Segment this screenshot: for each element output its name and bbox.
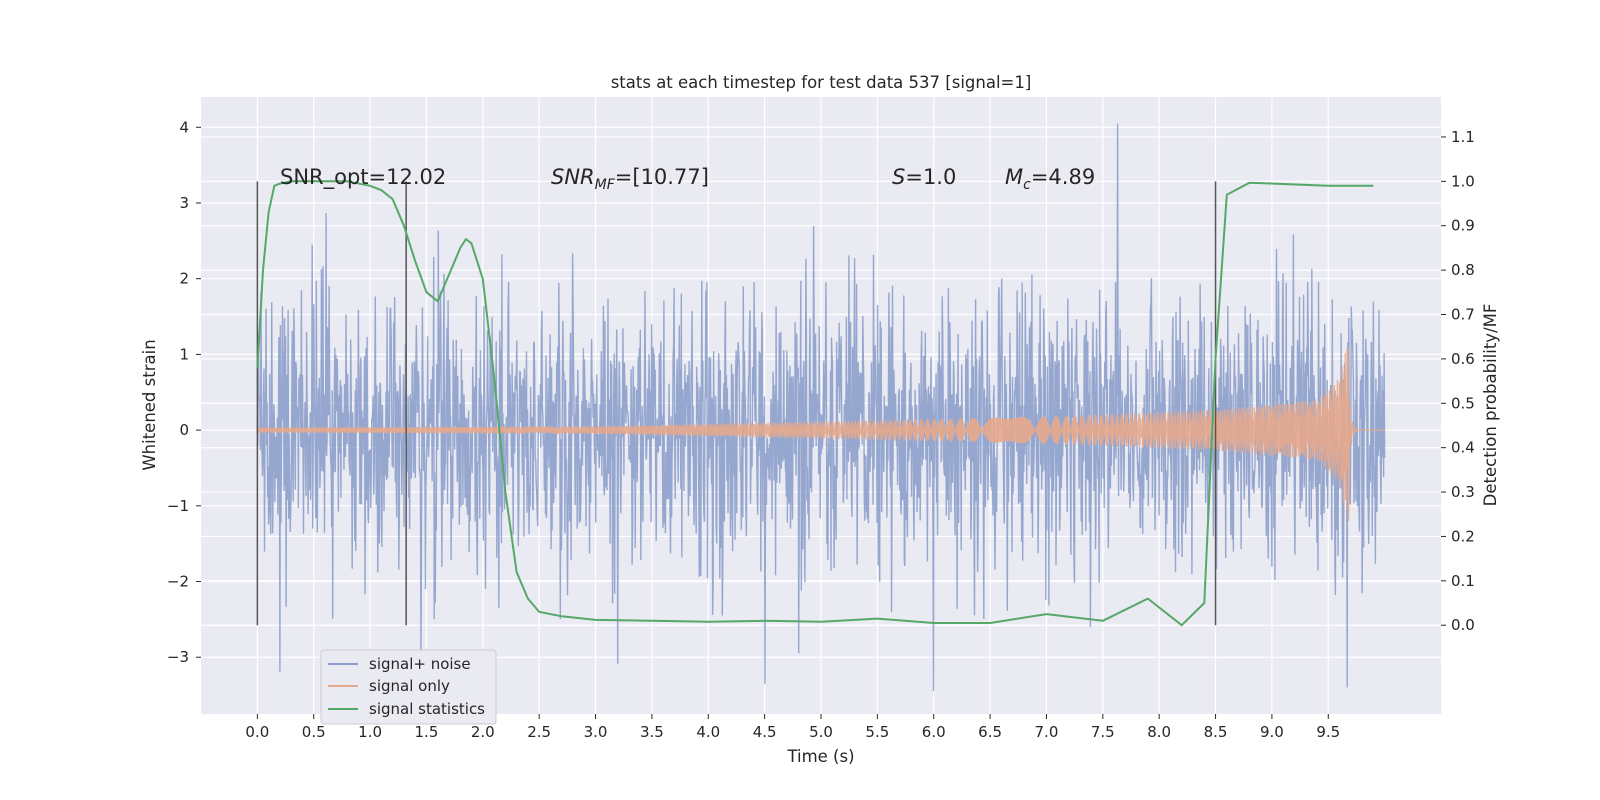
y2-axis-label: Detection probability/MF xyxy=(1481,304,1500,507)
x-tick-label: 3.5 xyxy=(640,723,664,741)
s-symbol: S xyxy=(892,165,905,189)
x-tick-label: 6.0 xyxy=(922,723,946,741)
annotation-snr-mf: SNRMF=[10.77] xyxy=(551,165,709,193)
y2-tick-label: 1.1 xyxy=(1451,128,1475,146)
x-tick-label: 0.0 xyxy=(245,723,269,741)
x-tick-label: 9.5 xyxy=(1316,723,1340,741)
s-value: =1.0 xyxy=(905,165,956,189)
y-tick-label: 1 xyxy=(179,345,189,363)
y2-tick-label: 0.0 xyxy=(1451,616,1475,634)
y-tick-label: 2 xyxy=(179,270,189,288)
x-tick-label: 5.5 xyxy=(865,723,889,741)
x-tick-label: 6.5 xyxy=(978,723,1002,741)
chart-title: stats at each timestep for test data 537… xyxy=(611,73,1032,92)
x-tick-label: 8.0 xyxy=(1147,723,1171,741)
x-tick-label: 1.5 xyxy=(415,723,439,741)
x-tick-label: 1.0 xyxy=(358,723,382,741)
snr-mf-value: =[10.77] xyxy=(615,165,709,189)
ticks: 0.0 0.5 1.0 1.5 2.0 2.5 3.0 3.5 4.0 4.5 5.0 5.5 6.0 6… xyxy=(167,118,1475,741)
x-tick-label: 9.0 xyxy=(1260,723,1284,741)
x-axis-label: Time (s) xyxy=(786,747,854,766)
legend-box xyxy=(320,649,497,725)
statistics-line xyxy=(256,180,1374,627)
annotation-s: S=1.0 xyxy=(892,165,956,189)
signal-only-line xyxy=(256,347,1385,522)
x-tick-label: 7.5 xyxy=(1091,723,1115,741)
y-tick-label: 0 xyxy=(179,421,189,439)
annotation-mc: Mc=4.89 xyxy=(1005,165,1095,193)
y2-tick-label: 0.7 xyxy=(1451,306,1475,324)
x-tick-label: 8.5 xyxy=(1204,723,1228,741)
x-tick-label: 7.0 xyxy=(1035,723,1059,741)
y2-tick-label: 0.6 xyxy=(1451,350,1475,368)
x-tick-label: 5.0 xyxy=(809,723,833,741)
y-axis-label: Whitened strain xyxy=(140,339,159,470)
y-tick-label: −3 xyxy=(167,648,189,666)
y2-tick-label: 0.8 xyxy=(1451,261,1475,279)
y2-tick-label: 0.5 xyxy=(1451,394,1475,412)
y2-tick-label: 0.9 xyxy=(1451,217,1475,235)
legend: signal+ noise signal only signal statist… xyxy=(320,649,497,725)
y-tick-label: −2 xyxy=(167,573,189,591)
legend-label-signal: signal only xyxy=(369,677,450,695)
x-tick-label: 0.5 xyxy=(302,723,326,741)
x-tick-label: 2.0 xyxy=(471,723,495,741)
mc-value: =4.89 xyxy=(1031,165,1095,189)
annotation-snr-opt: SNR_opt=12.02 xyxy=(280,165,446,190)
snr-mf-symbol: SNR xyxy=(551,165,595,189)
x-tick-label: 3.0 xyxy=(584,723,608,741)
x-tick-label: 4.0 xyxy=(696,723,720,741)
legend-label-noise: signal+ noise xyxy=(369,655,471,673)
y2-tick-label: 0.1 xyxy=(1451,572,1475,590)
snr-mf-subscript: MF xyxy=(595,177,616,193)
vertical-markers xyxy=(256,181,1217,626)
y-tick-label: 3 xyxy=(179,194,189,212)
y2-tick-label: 1.0 xyxy=(1451,172,1475,190)
series-signal-statistics xyxy=(256,180,1374,627)
y2-tick-label: 0.4 xyxy=(1451,439,1475,457)
y-tick-label: −1 xyxy=(167,497,189,515)
x-tick-label: 4.5 xyxy=(753,723,777,741)
x-tick-label: 2.5 xyxy=(527,723,551,741)
y-tick-label: 4 xyxy=(179,118,189,136)
y2-tick-label: 0.3 xyxy=(1451,483,1475,501)
mc-subscript: c xyxy=(1023,177,1031,193)
y2-tick-label: 0.2 xyxy=(1451,527,1475,545)
series-signal-only xyxy=(256,347,1385,522)
legend-label-stats: signal statistics xyxy=(369,700,485,718)
mc-symbol: M xyxy=(1005,165,1023,189)
